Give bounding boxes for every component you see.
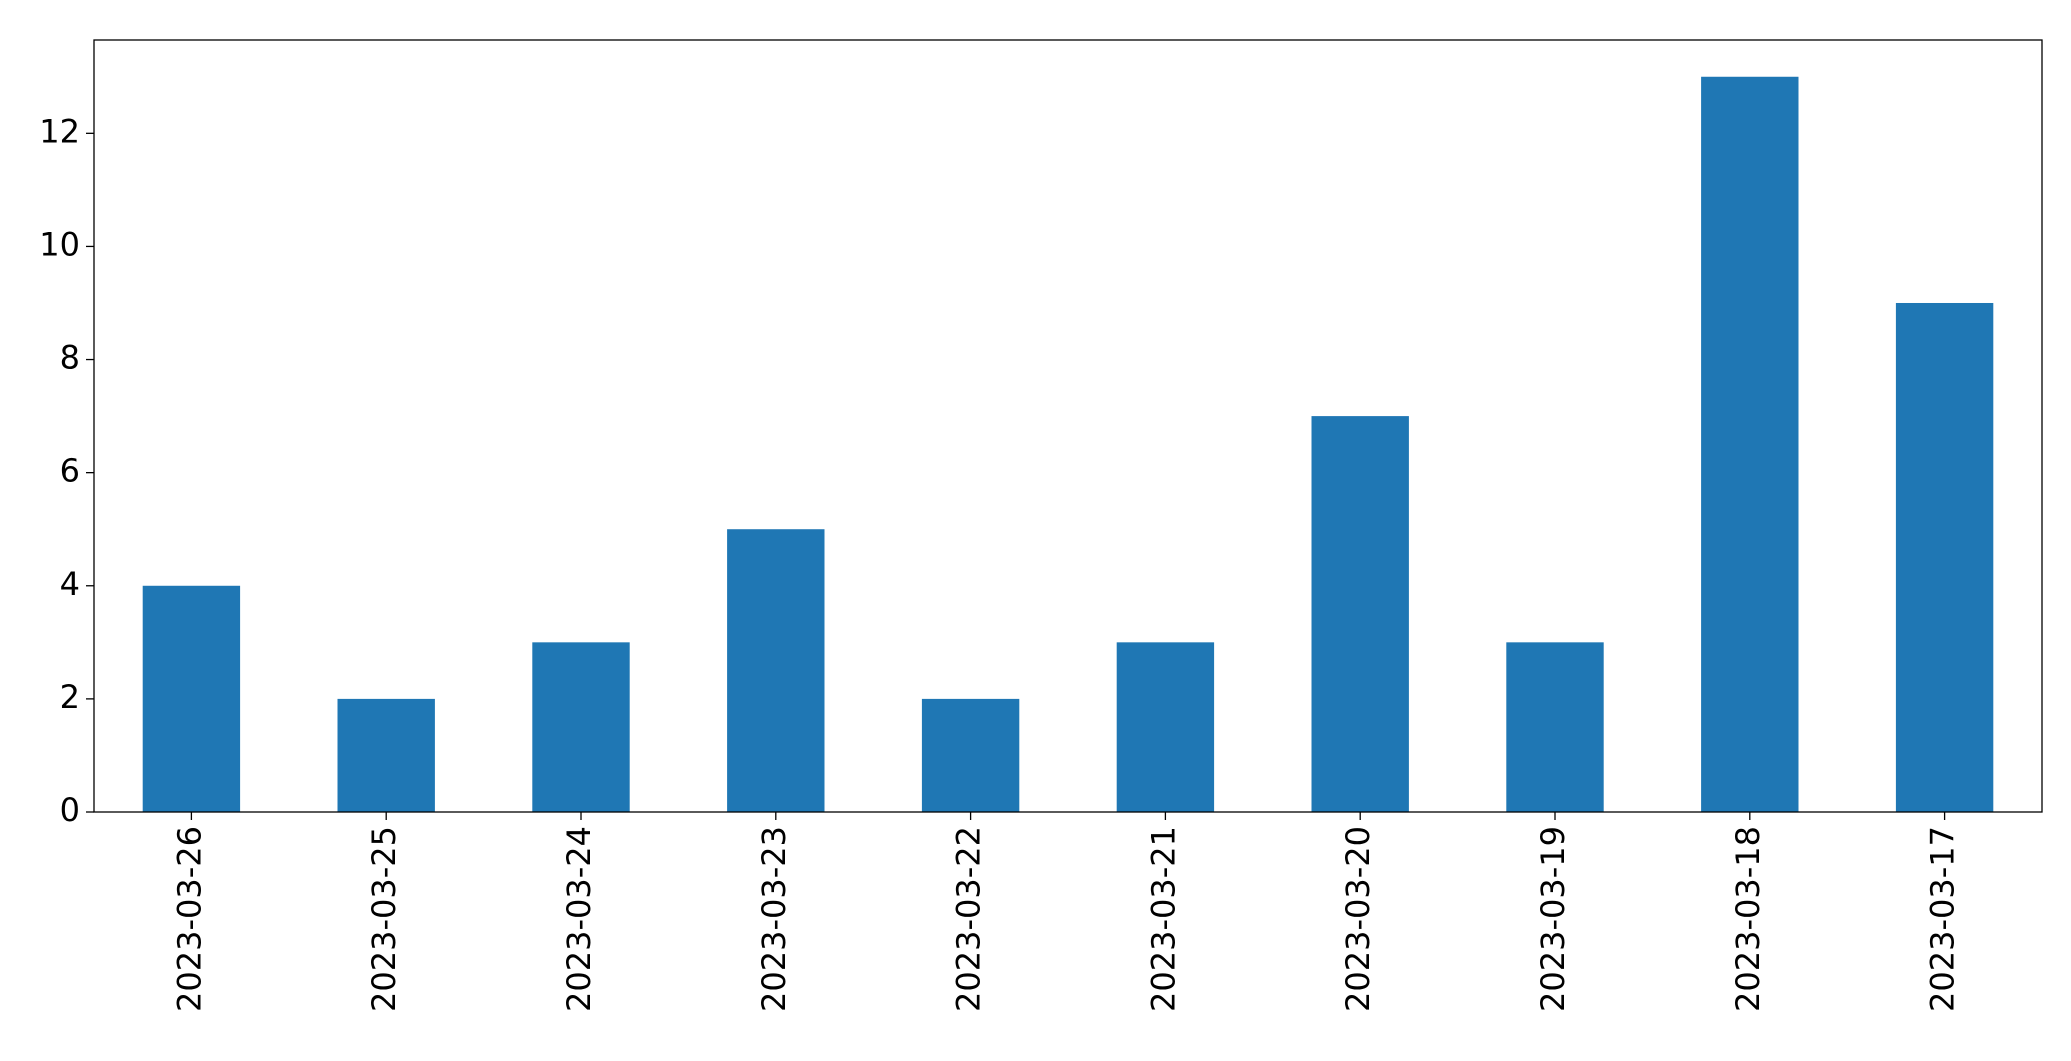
bar [921, 698, 1020, 812]
bar [1116, 642, 1215, 812]
y-tick-label: 2 [60, 678, 80, 716]
y-tick-label: 4 [60, 565, 80, 603]
bar [142, 585, 241, 812]
x-tick-label: 2023-03-26 [170, 826, 208, 1012]
x-tick-label: 2023-03-19 [1534, 826, 1572, 1012]
x-tick-label: 2023-03-18 [1729, 826, 1767, 1012]
x-tick-label: 2023-03-17 [1924, 826, 1962, 1012]
bar [1311, 416, 1409, 812]
bar [1506, 642, 1604, 812]
x-tick-label: 2023-03-24 [560, 826, 598, 1012]
x-tick-label: 2023-03-20 [1339, 826, 1377, 1012]
y-tick-label: 10 [39, 225, 80, 263]
y-tick-label: 0 [60, 791, 80, 829]
x-tick-label: 2023-03-23 [755, 826, 793, 1012]
bar [727, 529, 825, 812]
x-tick-label: 2023-03-25 [365, 826, 403, 1012]
y-tick-label: 6 [60, 452, 80, 490]
y-tick-label: 12 [39, 112, 80, 150]
x-tick-label: 2023-03-22 [950, 826, 988, 1012]
bar [532, 642, 630, 812]
bar [1701, 76, 1799, 812]
bar [1895, 302, 1994, 812]
y-tick-label: 8 [60, 339, 80, 377]
plot-frame [93, 39, 2043, 813]
x-tick-label: 2023-03-21 [1144, 826, 1182, 1012]
bar [337, 698, 435, 812]
